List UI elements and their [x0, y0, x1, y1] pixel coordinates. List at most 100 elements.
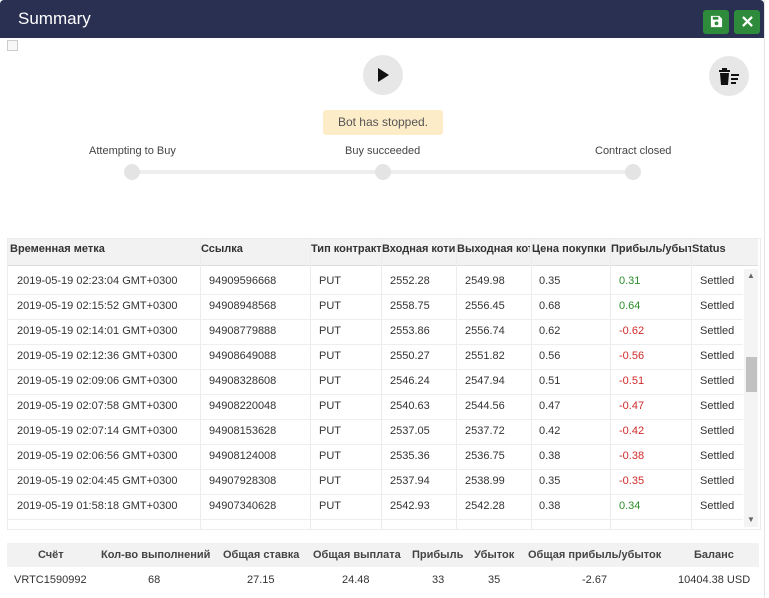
run-bot-button[interactable]	[363, 55, 403, 95]
window-edge	[764, 0, 769, 598]
step-label-contract-closed: Contract closed	[595, 145, 672, 157]
cell-status: Settled	[700, 275, 735, 287]
bot-status-message: Bot has stopped.	[323, 110, 443, 135]
cell-status: Settled	[700, 475, 735, 487]
cell-profit-loss: 0.31	[619, 275, 641, 287]
cell-buy-price: 0.51	[539, 375, 561, 387]
cell-exit-spot: 2538.99	[465, 475, 505, 487]
cell-profit-loss: -0.51	[619, 375, 645, 387]
summary-header-wins: Прибыль	[412, 549, 464, 561]
cell-buy-price: 0.56	[539, 350, 561, 362]
table-row[interactable]: 2019-05-19 02:14:01 GMT+0300 94908779888 P…	[8, 319, 743, 345]
column-divider	[200, 239, 201, 529]
dialog-title: Summary	[18, 9, 91, 28]
table-row[interactable]: 2019-05-19 02:15:52 GMT+0300 94908948568 P…	[8, 294, 743, 320]
cell-entry-spot: 2535.36	[390, 450, 430, 462]
cell-exit-spot: 2549.98	[465, 275, 505, 287]
col-buy-price[interactable]: Цена покупки	[532, 243, 607, 255]
cell-reference: 94908220048	[209, 400, 277, 412]
table-row[interactable]: 2019-05-19 02:12:36 GMT+0300 94908649088 P…	[8, 344, 743, 370]
summary-header-total-pl: Общая прибыль/убыток	[528, 549, 662, 561]
cell-entry-spot: 2558.75	[390, 300, 430, 312]
cell-entry-spot: 2550.27	[390, 350, 430, 362]
transactions-table: Временная метка Ссылка Тип контракта Вхо…	[7, 238, 761, 530]
cell-timestamp: 2019-05-19 02:12:36 GMT+0300	[17, 350, 178, 362]
panel-toggle[interactable]	[7, 40, 18, 51]
col-profit-loss[interactable]: Прибыль/убыток	[611, 243, 691, 255]
dialog-titlebar: Summary	[0, 0, 764, 38]
cell-entry-spot: 2546.24	[390, 375, 430, 387]
summary-header-account: Счёт	[38, 549, 64, 561]
cell-contract-type: PUT	[319, 300, 341, 312]
summary-header-total-stake: Общая ставка	[223, 549, 300, 561]
play-icon	[378, 68, 389, 82]
summary-panel: Счёт Кол-во выполнений Общая ставка Обща…	[7, 543, 759, 593]
table-row[interactable]: 2019-05-19 02:09:06 GMT+0300 94908328608 P…	[8, 369, 743, 395]
save-button[interactable]	[703, 10, 729, 34]
cell-exit-spot: 2547.94	[465, 375, 505, 387]
table-row[interactable]: 2019-05-19 02:04:45 GMT+0300 94907928308 P…	[8, 469, 743, 495]
cell-contract-type: PUT	[319, 475, 341, 487]
cell-reference: 94907928308	[209, 475, 277, 487]
summary-header-losses: Убыток	[474, 549, 515, 561]
cell-reference: 94908649088	[209, 350, 277, 362]
col-contract-type[interactable]: Тип контракта	[311, 243, 381, 255]
cell-status: Settled	[700, 450, 735, 462]
cell-entry-spot: 2540.63	[390, 400, 430, 412]
cell-contract-type: PUT	[319, 425, 341, 437]
col-entry-spot[interactable]: Входная котировка	[382, 243, 456, 255]
cell-timestamp: 2019-05-19 02:07:14 GMT+0300	[17, 425, 178, 437]
cell-status: Settled	[700, 350, 735, 362]
cell-timestamp: 2019-05-19 02:14:01 GMT+0300	[17, 325, 178, 337]
column-divider	[310, 239, 311, 529]
table-row[interactable]: 2019-05-19 02:07:14 GMT+0300 94908153628 P…	[8, 419, 743, 445]
cell-entry-spot: 2537.05	[390, 425, 430, 437]
table-row[interactable]: 2019-05-19 02:06:56 GMT+0300 94908124008 P…	[8, 444, 743, 470]
cell-buy-price: 0.35	[539, 475, 561, 487]
cell-buy-price: 0.38	[539, 450, 561, 462]
cell-exit-spot: 2556.74	[465, 325, 505, 337]
column-divider	[610, 239, 611, 529]
cell-status: Settled	[700, 300, 735, 312]
cell-profit-loss: -0.38	[619, 450, 645, 462]
save-icon	[710, 15, 722, 28]
summary-header-runs: Кол-во выполнений	[101, 549, 211, 561]
cell-contract-type: PUT	[319, 400, 341, 412]
scrollbar-thumb[interactable]	[746, 357, 757, 392]
close-button[interactable]	[734, 10, 760, 34]
summary-wins: 33	[432, 574, 445, 586]
step-label-buy-succeeded: Buy succeeded	[345, 145, 421, 157]
cell-profit-loss: -0.35	[619, 475, 645, 487]
cell-entry-spot: 2542.93	[390, 500, 430, 512]
table-row[interactable]: 2019-05-19 02:23:04 GMT+0300 94909596668 P…	[8, 269, 743, 295]
cell-reference: 94908779888	[209, 325, 277, 337]
cell-timestamp: 2019-05-19 02:15:52 GMT+0300	[17, 300, 178, 312]
column-divider	[456, 239, 457, 529]
cell-buy-price: 0.68	[539, 300, 561, 312]
trash-list-icon	[719, 68, 739, 85]
col-reference[interactable]: Ссылка	[201, 243, 243, 255]
cell-status: Settled	[700, 425, 735, 437]
cell-contract-type: PUT	[319, 350, 341, 362]
cell-reference: 94908328608	[209, 375, 277, 387]
col-status[interactable]: Status	[692, 243, 726, 255]
clear-log-button[interactable]	[709, 56, 749, 96]
cell-contract-type: PUT	[319, 325, 341, 337]
table-scrollbar[interactable]	[744, 269, 758, 527]
cell-buy-price: 0.47	[539, 400, 561, 412]
scroll-up-icon[interactable]: ▲	[747, 271, 755, 280]
cell-exit-spot: 2551.82	[465, 350, 505, 362]
col-exit-spot[interactable]: Выходная котировка	[457, 243, 530, 255]
cell-entry-spot: 2537.94	[390, 475, 430, 487]
summary-total-payout: 24.48	[342, 574, 370, 586]
step-label-attempting: Attempting to Buy	[89, 145, 176, 157]
cell-status: Settled	[700, 500, 735, 512]
table-row[interactable]: 2019-05-19 01:58:18 GMT+0300 94907340628 P…	[8, 494, 743, 520]
cell-profit-loss: 0.64	[619, 300, 641, 312]
scroll-down-icon[interactable]: ▼	[747, 515, 755, 524]
cell-contract-type: PUT	[319, 275, 341, 287]
summary-header	[7, 543, 759, 567]
summary-runs: 68	[148, 574, 161, 586]
col-timestamp[interactable]: Временная метка	[10, 243, 105, 255]
table-row[interactable]: 2019-05-19 02:07:58 GMT+0300 94908220048 P…	[8, 394, 743, 420]
